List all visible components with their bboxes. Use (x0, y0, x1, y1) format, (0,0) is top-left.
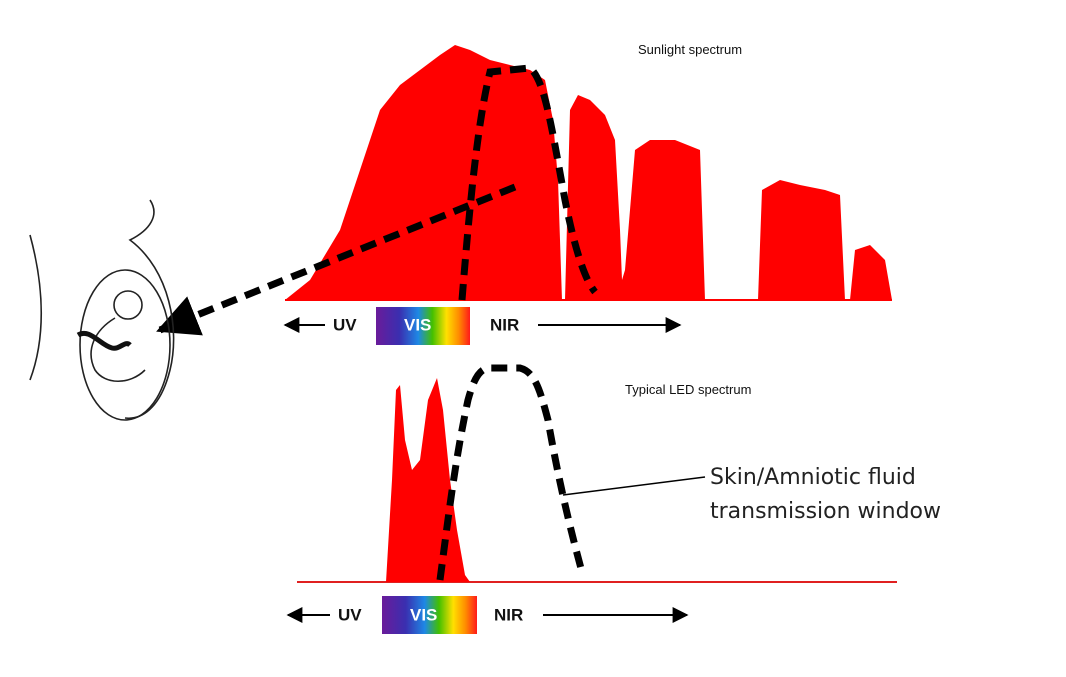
panel-title: Sunlight spectrum (638, 42, 742, 57)
vis-band (376, 307, 470, 345)
vis-band (382, 596, 477, 634)
uv-label: UV (338, 605, 362, 624)
transmission-window (436, 364, 586, 581)
nir-label: NIR (490, 315, 519, 334)
leader-line (562, 476, 706, 496)
annotation: Skin/Amniotic fluid (710, 465, 916, 490)
nir-label: NIR (494, 605, 523, 624)
vis-label: VIS (410, 605, 437, 624)
transmission-window (458, 64, 598, 301)
light-path (156, 183, 517, 336)
sunlight-spectrum (285, 45, 892, 300)
vis-label: VIS (404, 315, 431, 334)
fetus-sketch (29, 199, 175, 421)
uv-label: UV (333, 315, 357, 334)
led-spectrum (386, 378, 470, 582)
annotation: transmission window (710, 499, 941, 524)
panel-title: Typical LED spectrum (625, 382, 751, 397)
